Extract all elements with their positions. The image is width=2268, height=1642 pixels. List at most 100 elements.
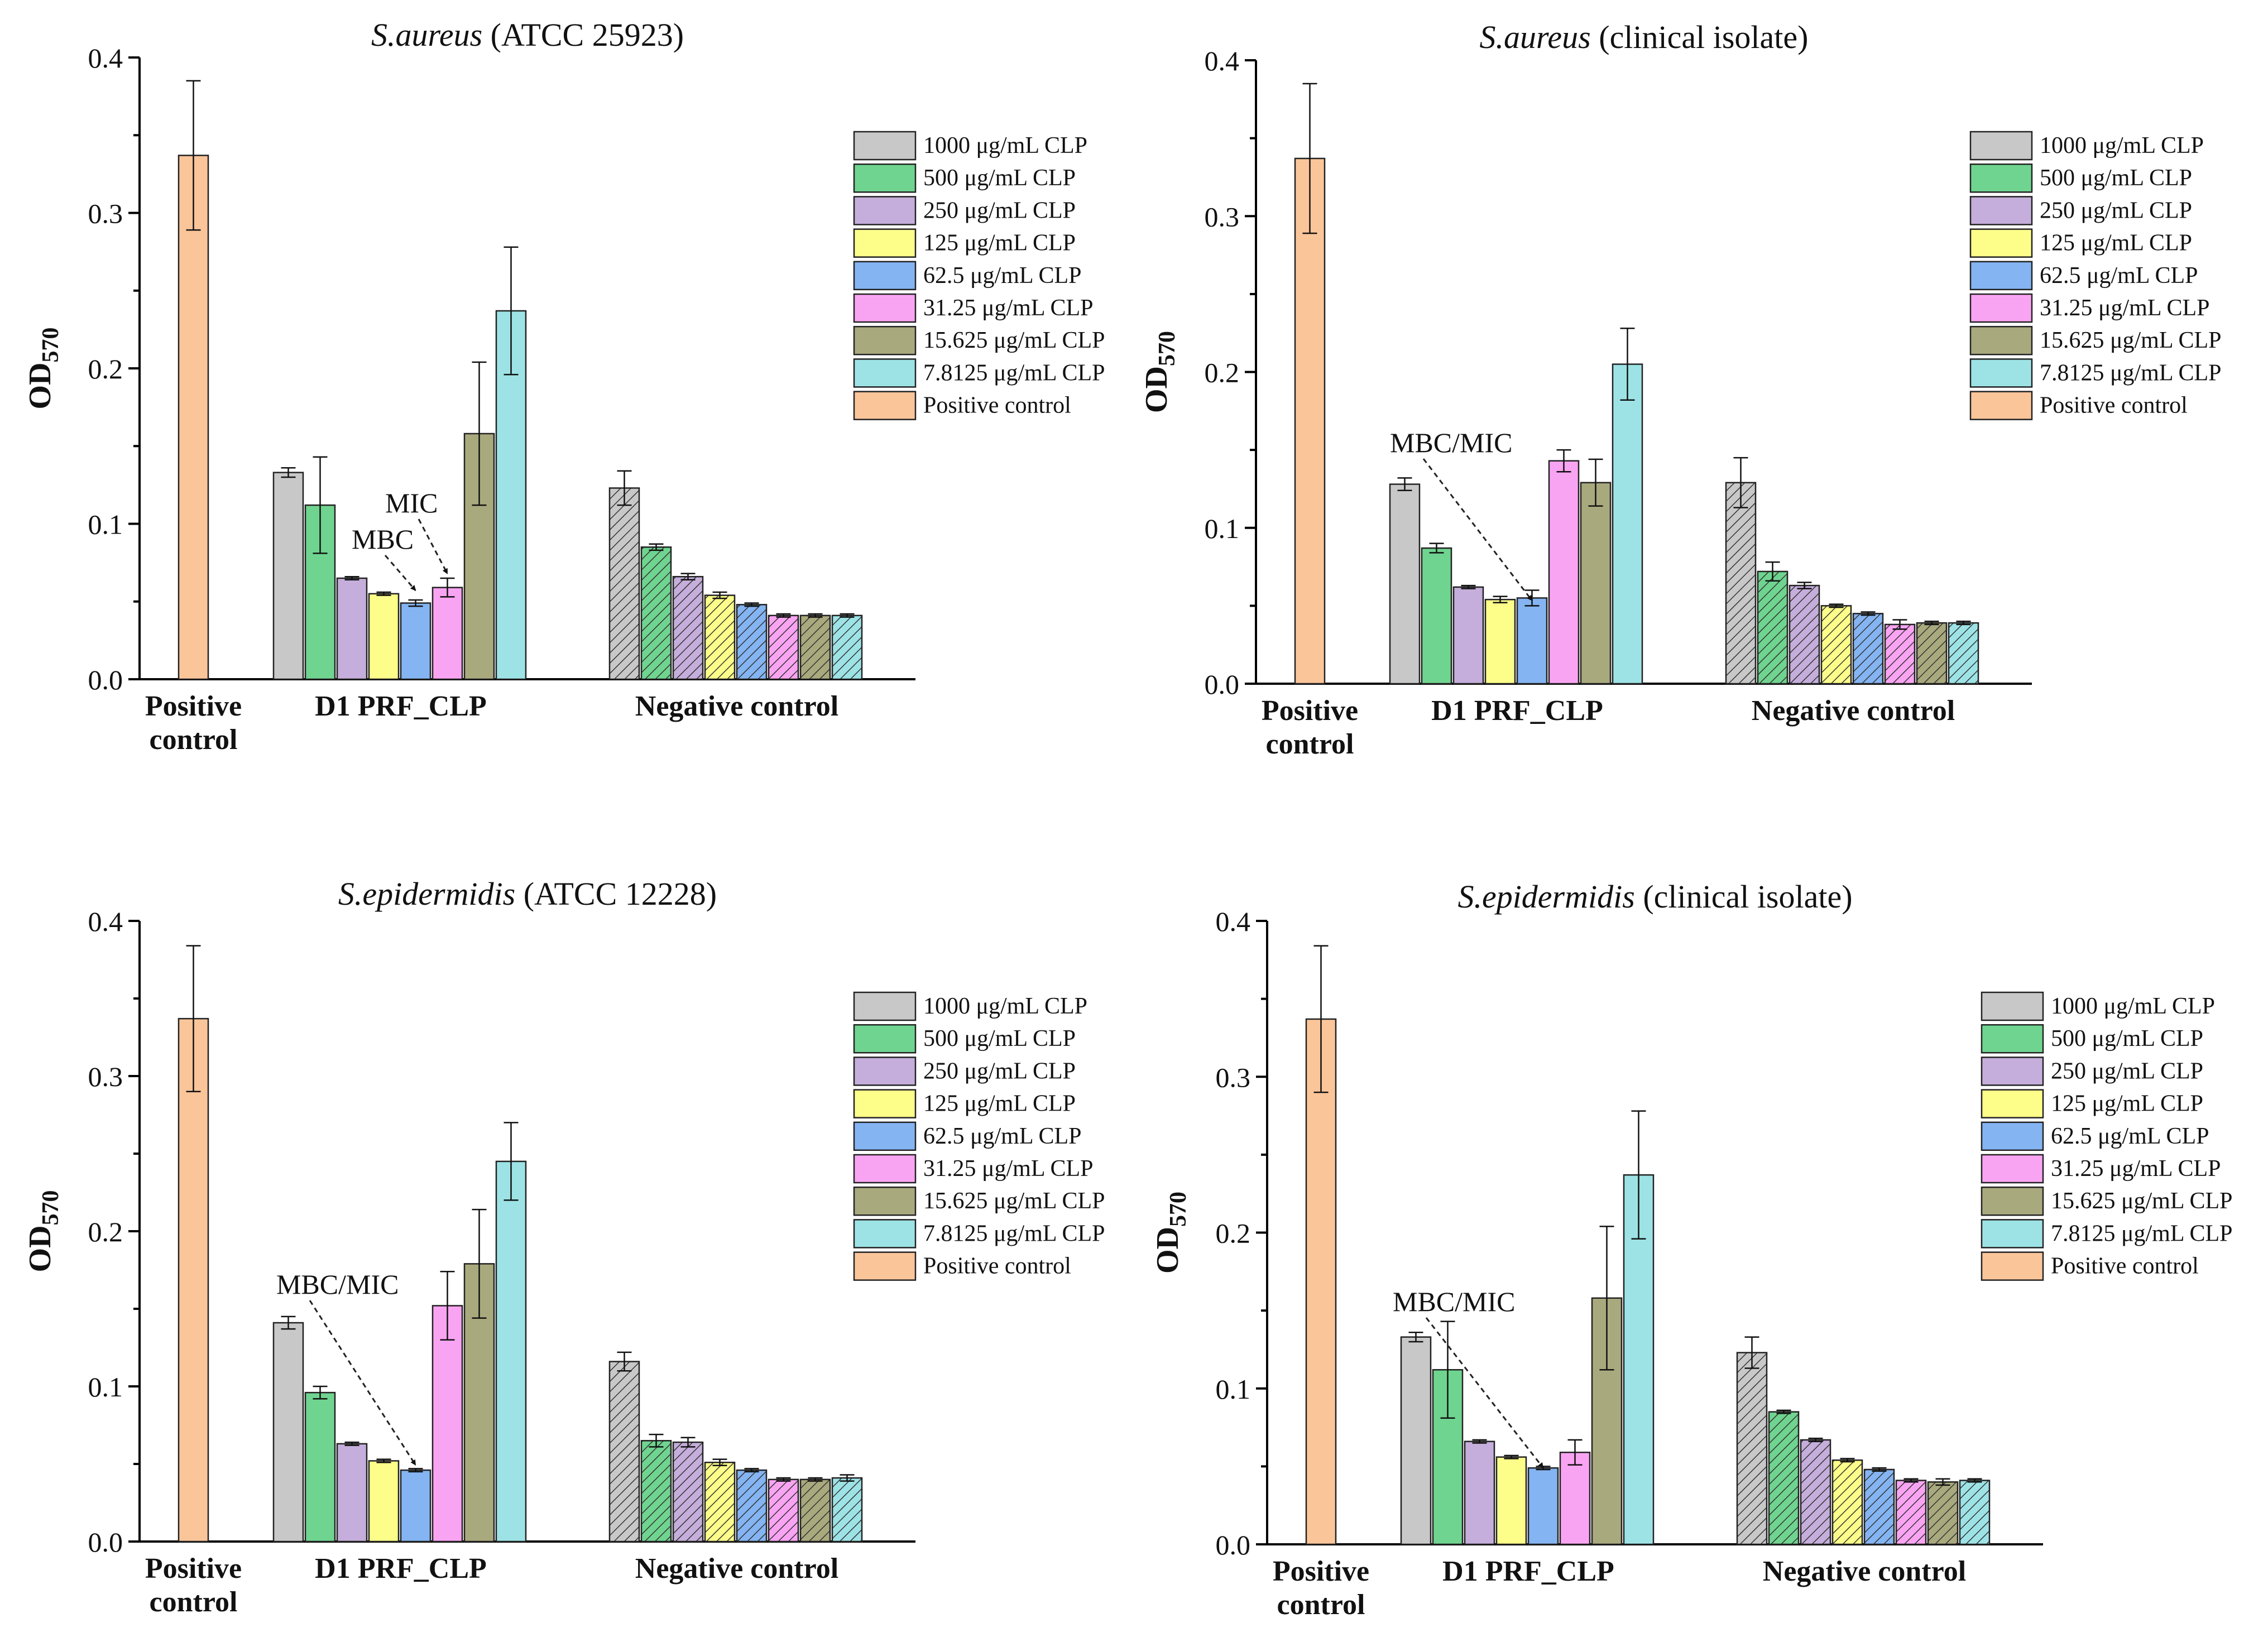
- bar-negative-control-5: [1863, 1468, 1895, 1545]
- legend-label: 31.25 μg/mL CLP: [923, 1156, 1093, 1182]
- legend-swatch: [853, 1251, 917, 1281]
- bar-prf-clp-4: [1484, 598, 1516, 685]
- bar-negative-control-5: [736, 604, 768, 680]
- x-group-label-line: control: [150, 1586, 238, 1618]
- bar-prf-clp-7: [1580, 482, 1612, 685]
- legend-label: 15.625 μg/mL CLP: [2051, 1188, 2232, 1214]
- x-group-label-negative: Negative control: [635, 1553, 838, 1585]
- bar-negative-control-8: [831, 614, 863, 680]
- y-tick-label: 0.4: [1216, 906, 1251, 937]
- chart-title: S.aureus (clinical isolate): [1480, 19, 1809, 55]
- legend-swatch: [1969, 325, 2033, 356]
- y-tick-label: 0.3: [1205, 201, 1240, 232]
- y-axis-label-main: OD: [23, 363, 57, 410]
- bar-negative-control-5: [736, 1469, 768, 1543]
- y-tick-label: 0.4: [88, 42, 123, 74]
- bar-negative-control-1: [608, 487, 640, 680]
- legend-label: 7.8125 μg/mL CLP: [2051, 1221, 2232, 1246]
- legend-label: 62.5 μg/mL CLP: [923, 263, 1081, 289]
- legend-label: 1000 μg/mL CLP: [2051, 993, 2215, 1019]
- y-axis-label-subscript: 570: [1166, 1192, 1191, 1227]
- x-group-label-line: control: [1266, 728, 1354, 760]
- legend-swatch: [1981, 1057, 2044, 1086]
- legend-label: 250 μg/mL CLP: [2040, 198, 2192, 223]
- bar-prf-clp-5: [1527, 1467, 1559, 1545]
- legend-swatch: [853, 131, 917, 161]
- chart-panel-4: S.epidermidis (clinical isolate) 0.0 0.1 0.…: [1150, 878, 2232, 1621]
- chart-title-strain: (clinical isolate): [1635, 878, 1853, 915]
- annotation-label: MBC/MIC: [1393, 1286, 1516, 1317]
- chart-title: S.aureus (ATCC 25923): [371, 17, 684, 53]
- annotation-arrow: [418, 518, 448, 574]
- chart-panel-3: S.epidermidis (ATCC 12228) 0.0 0.1 0.2 0.3 0.…: [23, 876, 1105, 1618]
- y-tick-label: 0.2: [88, 1216, 123, 1247]
- legend-swatch: [1981, 1024, 2044, 1054]
- x-group-label-prf-clp: D1 PRF_CLP: [1442, 1555, 1614, 1587]
- legend-swatch: [1969, 163, 2033, 193]
- bar-prf-clp-3: [1464, 1441, 1495, 1545]
- y-axis-label-main: OD: [1150, 1227, 1185, 1274]
- y-tick-label: 0.2: [1216, 1218, 1251, 1249]
- annotation-arrow: [1425, 1317, 1544, 1468]
- legend-label: 125 μg/mL CLP: [2040, 231, 2192, 256]
- legend-label: Positive control: [923, 393, 1071, 419]
- legend-swatch: [853, 1219, 917, 1249]
- legend-swatch: [1981, 991, 2044, 1021]
- y-tick-label: 0.0: [88, 664, 123, 695]
- y-tick-label: 0.1: [1216, 1374, 1251, 1405]
- chart-title-strain: (ATCC 25923): [482, 17, 684, 53]
- legend: 1000 μg/mL CLP 500 μg/mL CLP 250 μg/mL CLP…: [853, 131, 1105, 420]
- annotation-label: MBC/MIC: [1390, 427, 1513, 458]
- legend-label: 15.625 μg/mL CLP: [923, 1188, 1105, 1214]
- x-group-label-positive: Positive control: [145, 1553, 242, 1618]
- chart-title-strain: (clinical isolate): [1591, 19, 1809, 55]
- y-axis-label: OD570: [1150, 1192, 1191, 1274]
- bar-prf-clp-6: [1559, 1451, 1591, 1545]
- y-tick-label: 0.1: [88, 1371, 123, 1403]
- y-tick-label: 0.3: [88, 198, 123, 229]
- bar-negative-control-3: [1800, 1439, 1831, 1545]
- annotation-arrow: [309, 1300, 416, 1466]
- x-group-label-positive: Positive control: [1273, 1555, 1369, 1621]
- bar-negative-control-2: [640, 1440, 672, 1543]
- bar-negative-control-6: [768, 614, 799, 680]
- legend-label: 125 μg/mL CLP: [923, 231, 1076, 256]
- bar-negative-control-1: [608, 1361, 640, 1543]
- y-tick-label: 0.3: [88, 1061, 123, 1092]
- bar-negative-control-4: [704, 594, 736, 680]
- y-axis-label-main: OD: [1139, 366, 1174, 413]
- legend-swatch: [853, 1121, 917, 1151]
- bar-prf-clp-1: [1400, 1336, 1432, 1545]
- bar-negative-control-2: [1768, 1411, 1800, 1545]
- legend-swatch: [853, 391, 917, 420]
- bar-prf-clp-1: [272, 472, 304, 680]
- x-group-label-line: Positive: [145, 1553, 242, 1585]
- bar-negative-control-6: [1884, 623, 1916, 685]
- legend-swatch: [1969, 358, 2033, 388]
- legend-label: 15.625 μg/mL CLP: [923, 328, 1105, 353]
- x-group-label-positive: Positive control: [1262, 695, 1358, 760]
- legend-swatch: [1969, 196, 2033, 225]
- legend-label: Positive control: [2051, 1254, 2199, 1279]
- bar-negative-control-3: [672, 575, 704, 680]
- bar-negative-control-7: [799, 614, 831, 680]
- bar-negative-control-4: [704, 1461, 736, 1543]
- legend-swatch: [1969, 131, 2033, 161]
- legend-swatch: [1969, 391, 2033, 420]
- legend-label: Positive control: [2040, 393, 2188, 419]
- legend-swatch: [1981, 1089, 2044, 1118]
- bar-prf-clp-8: [1612, 363, 1643, 685]
- x-group-label-line: Positive: [1273, 1555, 1369, 1587]
- legend-label: 15.625 μg/mL CLP: [2040, 328, 2221, 353]
- x-group-label-negative: Negative control: [1763, 1555, 1966, 1587]
- bar-negative-control-8: [1948, 622, 1979, 685]
- y-axis-label: OD570: [23, 328, 64, 410]
- legend-label: 62.5 μg/mL CLP: [2040, 263, 2198, 289]
- legend-label: 7.8125 μg/mL CLP: [923, 360, 1105, 386]
- x-group-label-negative: Negative control: [1752, 695, 1955, 727]
- legend-label: 7.8125 μg/mL CLP: [923, 1221, 1105, 1246]
- bar-negative-control-3: [1788, 584, 1820, 685]
- legend-label: 31.25 μg/mL CLP: [2051, 1156, 2221, 1182]
- legend-swatch: [853, 358, 917, 388]
- bar-positive-control: [178, 155, 209, 680]
